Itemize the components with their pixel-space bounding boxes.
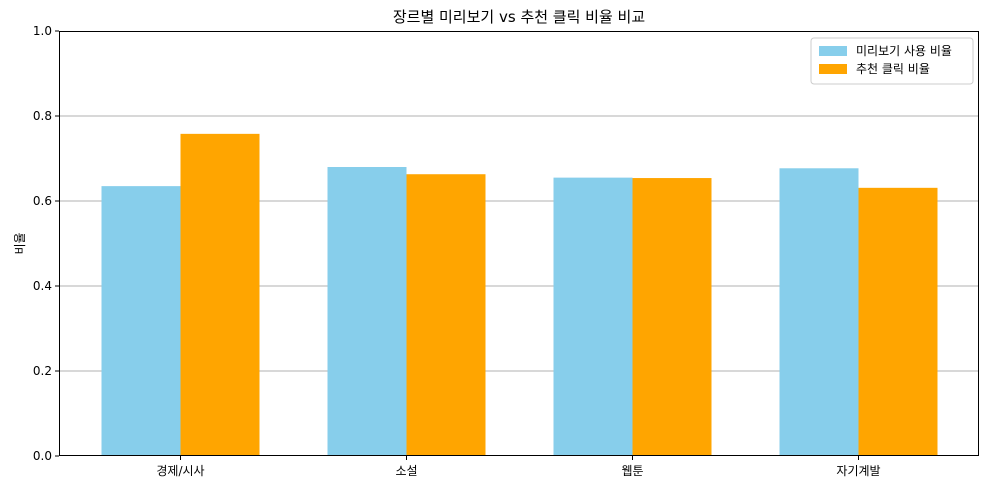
bar-preview-1 xyxy=(327,167,407,456)
legend-label: 추천 클릭 비율 xyxy=(856,61,930,76)
chart-title: 장르별 미리보기 vs 추천 클릭 비율 비교 xyxy=(393,8,645,26)
bars xyxy=(101,133,938,457)
y-tick-label: 1.0 xyxy=(33,24,52,38)
bar-recommend-2 xyxy=(632,178,712,457)
legend-box xyxy=(810,37,974,85)
x-tick-label: 웹툰 xyxy=(621,464,643,478)
bar-recommend-3 xyxy=(858,187,938,456)
bar-preview-2 xyxy=(553,177,633,456)
bar-recommend-1 xyxy=(406,174,486,456)
legend-swatch xyxy=(819,46,847,56)
y-tick-label: 0.4 xyxy=(33,279,52,293)
legend-label: 미리보기 사용 비율 xyxy=(856,44,952,58)
y-axis-ticks: 0.0 0.2 0.4 0.6 0.8 1.0 xyxy=(33,24,59,463)
bar-preview-3 xyxy=(779,168,859,456)
x-tick-label: 자기계발 xyxy=(836,464,880,478)
legend-swatch xyxy=(819,64,847,74)
bar-preview-0 xyxy=(101,186,181,456)
plot-frame xyxy=(59,31,979,456)
x-tick-label: 경제/시사 xyxy=(156,464,204,478)
y-tick-label: 0.8 xyxy=(33,109,52,123)
y-tick-label: 0.0 xyxy=(33,449,52,463)
y-tick-label: 0.6 xyxy=(33,194,52,208)
x-axis-ticks: 경제/시사 소설 웹툰 자기계발 xyxy=(156,456,881,478)
y-axis-label: 비율 xyxy=(13,232,27,254)
x-tick-label: 소설 xyxy=(395,464,417,478)
y-tick-label: 0.2 xyxy=(33,364,52,378)
bar-recommend-0 xyxy=(180,133,260,456)
